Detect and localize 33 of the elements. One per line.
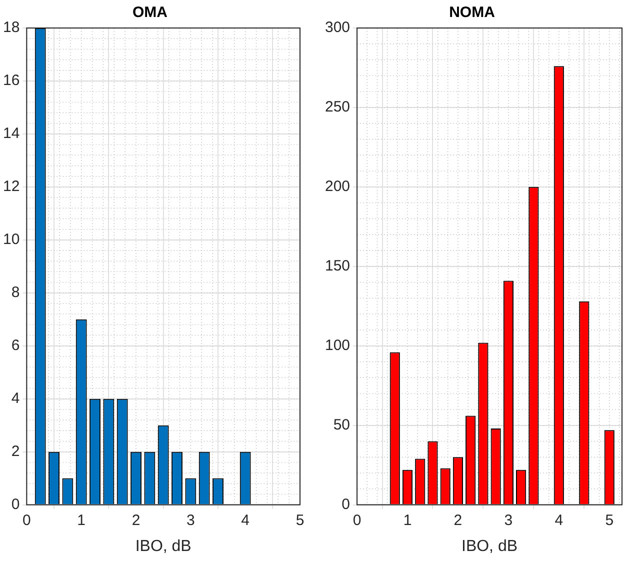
y-tick-label: 12: [2, 178, 20, 196]
y-tick-label: 6: [11, 337, 20, 354]
y-tick-label: 100: [324, 337, 350, 354]
y-tick-label: 250: [324, 98, 350, 116]
x-tick-label: 1: [403, 512, 412, 529]
y-tick-label: 18: [2, 19, 20, 36]
y-tick-label: 300: [324, 19, 350, 36]
x-tick-label: 3: [186, 512, 195, 529]
x-axis-title: IBO, dB: [135, 538, 192, 555]
x-tick-label: 4: [241, 512, 250, 529]
x-tick-label: 5: [296, 512, 304, 529]
x-tick-label: 0: [22, 512, 31, 529]
y-tick-label: 50: [333, 416, 350, 434]
y-tick-label: 10: [2, 231, 20, 248]
y-tick-label: 200: [324, 178, 350, 196]
x-tick-label: 2: [132, 512, 140, 529]
x-tick-label: 4: [554, 512, 564, 529]
y-tick-label: 150: [324, 258, 350, 275]
y-tick-label: 0: [342, 496, 350, 513]
x-tick-label: 2: [454, 512, 462, 529]
x-tick-label: 0: [352, 512, 362, 529]
chart-title: NOMA: [449, 4, 496, 22]
y-tick-label: 4: [11, 390, 20, 407]
chart-title: OMA: [132, 4, 168, 22]
y-tick-label: 14: [2, 125, 20, 142]
y-tick-label: 16: [2, 72, 20, 90]
x-tick-label: 3: [504, 512, 513, 529]
x-axis-title: IBO, dB: [462, 538, 518, 555]
y-tick-label: 0: [11, 496, 20, 513]
y-tick-label: 8: [11, 284, 20, 302]
x-tick-label: 1: [77, 512, 86, 529]
y-tick-label: 2: [11, 442, 20, 460]
x-tick-label: 5: [605, 512, 614, 529]
